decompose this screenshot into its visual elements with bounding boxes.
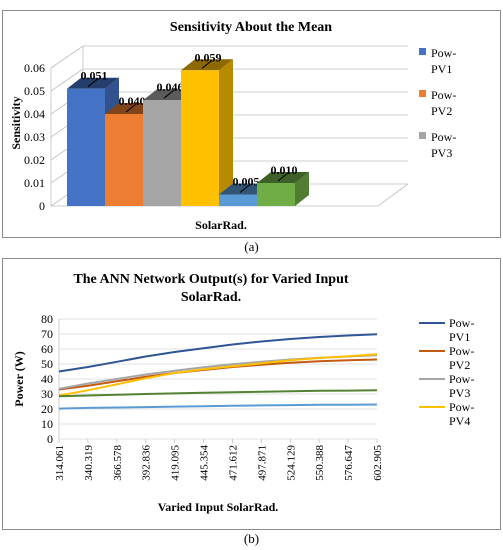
chart-b-xtick-label: 576.647 [343,445,355,481]
chart-a-legend-label: Pow-PV2 [431,88,456,118]
chart-b-ytick-label: 70 [41,327,53,341]
chart-b-title: The ANN Network Output(s) for Varied Inp… [73,272,348,287]
chart-a-bar [105,114,143,206]
caption-a: (a) [244,239,259,254]
chart-b-ytick-label: 0 [47,432,53,446]
chart-b-ytick-label: 30 [41,387,53,401]
chart-b-title-line2: SolarRad. [181,290,241,305]
chart-a-data-label: 0.005 [233,175,260,189]
chart-b-series-line [58,353,378,397]
chart-b-series-line [58,333,378,373]
chart-b-xtick-label: 366.578 [112,445,124,481]
chart-a-data-label: 0.059 [195,50,222,64]
chart-b-xtick-label: 602.905 [372,445,384,481]
chart-b-legend-label: Pow-PV4 [449,400,474,428]
chart-a-ytick-label: 0.02 [24,153,45,167]
sensitivity-chart-panel: Sensitivity About the Mean 0 0.01 0.02 0.03 0… [2,10,501,238]
chart-a-bar [181,70,219,206]
chart-a-data-label: 0.046 [157,80,184,94]
chart-b-xtick-label: 497.871 [256,445,268,481]
chart-b-ytick-label: 50 [41,357,53,371]
chart-a-ylabel: Sensitivity [9,96,23,149]
chart-a-data-label-leader [163,89,175,99]
caption-b: (b) [243,531,260,546]
chart-a-legend-swatch [419,90,426,97]
chart-a-legend-swatch [419,48,426,55]
chart-b-xtick-label: 392.836 [141,445,153,481]
ann-output-chart: The ANN Network Output(s) for Varied Inp… [12,272,474,514]
chart-a-data-label: 0.010 [271,163,298,177]
chart-b-ytick-label: 80 [41,312,53,326]
chart-a-bar [67,88,105,206]
chart-b-xlabel: Varied Input SolarRad. [158,500,279,514]
chart-a-ytick-label: 0.01 [24,176,45,190]
chart-a-bar [143,100,181,206]
chart-b-xtick-label: 445.354 [199,445,211,481]
chart-b-ytick-label: 60 [41,342,53,356]
ann-output-chart-panel: The ANN Network Output(s) for Varied Inp… [2,258,501,530]
chart-a-data-label: 0.051 [81,69,108,83]
chart-a-bar [219,194,257,206]
chart-b-ytick-label: 20 [41,402,53,416]
chart-b-xtick-label: 524.129 [285,445,297,481]
chart-a-data-label-leader [201,59,213,69]
chart-b-ytick-label: 10 [41,417,53,431]
chart-b-xtick-label: 314.061 [54,445,66,481]
chart-a-ytick-label: 0 [39,199,45,213]
chart-a-data-label-leader [87,78,99,88]
chart-b-legend-label: Pow-PV3 [449,372,474,400]
chart-a-data-label: 0.040 [119,94,146,108]
chart-b-xtick-label: 340.319 [83,445,95,481]
chart-a-data-label-leader [277,172,289,182]
chart-a-data-label-leader [125,103,137,113]
chart-b-ylabel: Power (W) [12,351,26,406]
chart-b-xtick-label: 471.612 [227,445,239,481]
chart-a-legend-swatch [419,132,426,139]
chart-a-title: Sensitivity About the Mean [170,20,332,35]
chart-a-data-label-leader [239,184,251,193]
chart-a-ytick-label: 0.06 [24,61,45,75]
chart-b-series-line [58,403,378,410]
chart-a-bar [257,183,295,206]
chart-a-gridline-side [50,45,84,69]
chart-b-legend-label: Pow-PV2 [449,344,474,372]
chart-a-legend-label: Pow-PV1 [431,46,456,76]
chart-b-xtick-label: 550.388 [314,445,326,481]
chart-a-bar-side [295,172,309,206]
chart-a-bar-side [219,59,233,206]
chart-a-xlabel: SolarRad. [195,218,247,232]
chart-b-ytick-label: 40 [41,372,53,386]
sensitivity-chart: Sensitivity About the Mean 0 0.01 0.02 0.03 0… [9,20,456,232]
chart-b-legend-label: Pow-PV1 [449,316,474,344]
chart-b-xtick-label: 419.095 [170,445,182,481]
chart-b-series-line [58,389,378,398]
chart-a-legend-label: Pow-PV3 [431,130,456,160]
chart-a-gridline-side [50,68,84,92]
chart-a-ytick-label: 0.05 [24,84,45,98]
chart-a-ytick-label: 0.04 [24,107,45,121]
chart-a-ytick-label: 0.03 [24,130,45,144]
